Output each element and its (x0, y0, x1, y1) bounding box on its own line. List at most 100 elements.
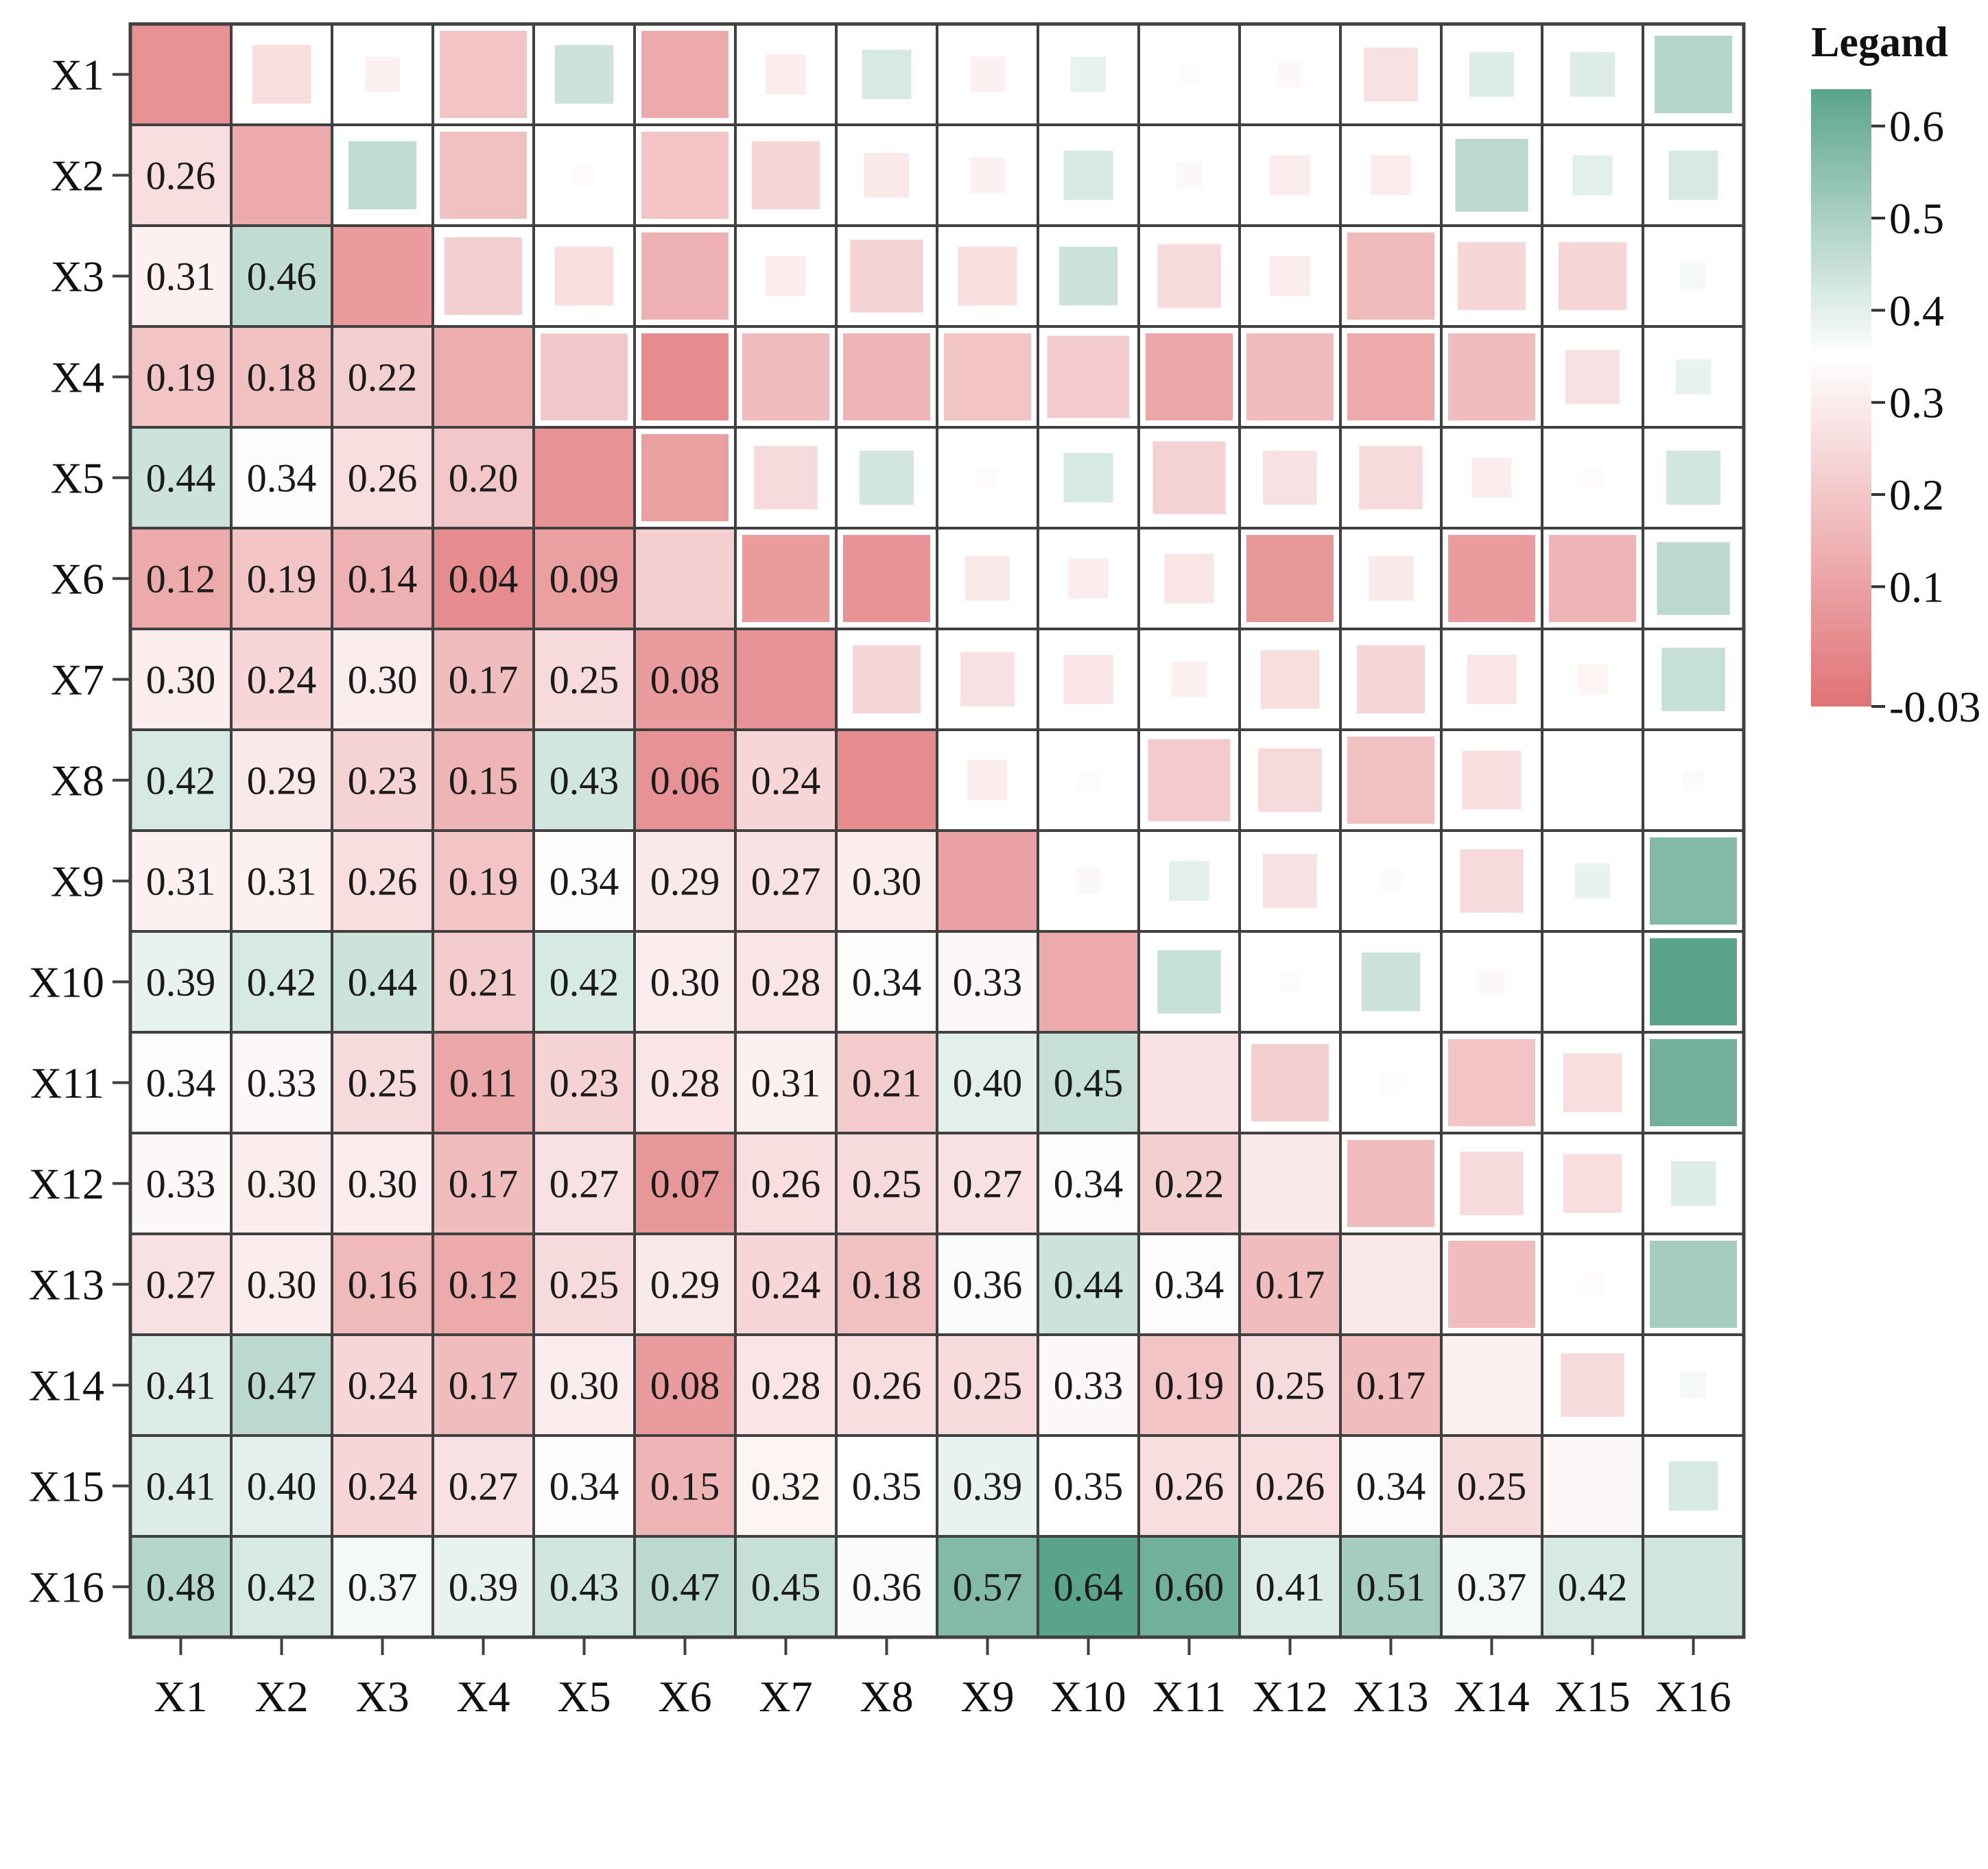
upper-square-X8-X14 (1462, 750, 1522, 810)
cell-value-label: 0.41 (1255, 1565, 1325, 1610)
lower-cell-X5-X1 (132, 429, 230, 527)
cell-value-label: 0.44 (1054, 1263, 1124, 1307)
upper-square-X14-X16 (1680, 1372, 1707, 1398)
upper-square-X5-X16 (1666, 451, 1720, 505)
cell-value-label: 0.42 (247, 1565, 317, 1610)
cell-value-label: 0.48 (146, 1565, 216, 1610)
x-tick-label-X8: X8 (860, 1672, 913, 1721)
cell-value-label: 0.19 (449, 859, 519, 904)
cell-value-label: 0.12 (146, 557, 216, 602)
lower-cell-X13-X5 (535, 1235, 633, 1333)
upper-square-X7-X14 (1467, 654, 1517, 704)
lower-cell-X16-X8 (838, 1538, 936, 1636)
lower-cell-X8-X7 (737, 731, 835, 829)
cell-value-label: 0.17 (1356, 1364, 1426, 1408)
x-tick-label-X3: X3 (355, 1672, 409, 1721)
upper-square-X1-X11 (1179, 64, 1200, 85)
upper-square-X8-X13 (1347, 737, 1434, 824)
lower-cell-X14-X8 (838, 1336, 936, 1434)
upper-square-X7-X10 (1063, 654, 1113, 704)
cell-value-label: 0.07 (650, 1162, 720, 1206)
cell-value-label: 0.64 (1054, 1565, 1124, 1610)
upper-square-X12-X14 (1460, 1152, 1524, 1215)
diagonal-cell-X4 (434, 328, 532, 426)
cell-value-label: 0.37 (348, 1565, 418, 1610)
cell-value-label: 0.25 (953, 1364, 1023, 1408)
upper-square-X8-X12 (1258, 748, 1322, 812)
cell-value-label: 0.43 (549, 759, 619, 803)
lower-cell-X4-X3 (333, 328, 431, 426)
upper-square-X7-X13 (1356, 645, 1425, 714)
upper-square-X3-X16 (1680, 263, 1707, 289)
upper-square-X8-X16 (1683, 770, 1704, 791)
cell-value-label: 0.14 (348, 557, 418, 602)
upper-square-X2-X9 (969, 157, 1006, 193)
cell-value-label: 0.27 (751, 859, 821, 904)
y-tick-label-X14: X14 (29, 1361, 104, 1410)
cell-value-label: 0.30 (650, 960, 720, 1005)
heatmap-cell (1541, 829, 1644, 933)
upper-square-X10-X12 (1279, 971, 1301, 992)
lower-cell-X12-X2 (233, 1134, 331, 1233)
cell-value-label: 0.26 (1255, 1464, 1325, 1509)
x-tick-label-X14: X14 (1454, 1672, 1529, 1721)
diagonal-cell-X13 (1342, 1235, 1440, 1333)
y-tick-label-X2: X2 (51, 152, 104, 200)
upper-square-X3-X6 (641, 233, 729, 320)
lower-cell-X9-X1 (132, 832, 230, 930)
upper-square-X5-X9 (977, 467, 998, 488)
cell-value-label: 0.26 (852, 1364, 922, 1408)
y-tick-label-X5: X5 (51, 454, 104, 503)
cell-value-label: 0.41 (146, 1464, 216, 1509)
upper-square-X2-X8 (864, 152, 910, 198)
lower-cell-X15-X6 (636, 1437, 734, 1535)
lower-cell-X12-X6 (636, 1134, 734, 1233)
upper-square-X4-X14 (1448, 333, 1535, 420)
lower-cell-X11-X8 (838, 1034, 936, 1132)
lower-cell-X9-X3 (333, 832, 431, 930)
cell-value-label: 0.33 (1054, 1364, 1124, 1408)
cell-value-label: 0.34 (549, 1464, 619, 1509)
cell-value-label: 0.46 (247, 254, 317, 299)
cell-value-label: 0.19 (1155, 1364, 1224, 1408)
lower-cell-X15-X4 (434, 1437, 532, 1535)
lower-cell-X8-X2 (233, 731, 331, 829)
cell-value-label: 0.29 (650, 1263, 720, 1307)
cell-value-label: 0.17 (1255, 1263, 1325, 1307)
cell-value-label: 0.34 (1054, 1162, 1124, 1206)
lower-cell-X16-X15 (1543, 1538, 1642, 1636)
cell-value-label: 0.26 (1155, 1464, 1224, 1509)
upper-square-X7-X12 (1260, 650, 1320, 709)
lower-cell-X13-X9 (938, 1235, 1037, 1333)
upper-square-X2-X4 (440, 132, 527, 219)
y-tick-label-X9: X9 (51, 857, 104, 906)
cell-value-label: 0.30 (247, 1162, 317, 1206)
upper-square-X1-X16 (1655, 36, 1732, 113)
upper-square-X12-X16 (1670, 1160, 1716, 1206)
lower-cell-X16-X14 (1443, 1538, 1541, 1636)
lower-cell-X8-X4 (434, 731, 532, 829)
lower-cell-X16-X10 (1039, 1538, 1137, 1636)
upper-square-X5-X11 (1152, 441, 1226, 514)
lower-cell-X9-X8 (838, 832, 936, 930)
upper-square-X1-X7 (766, 54, 806, 95)
cell-value-label: 0.45 (1054, 1061, 1124, 1106)
upper-square-X12-X13 (1347, 1140, 1434, 1227)
x-tick-label-X1: X1 (154, 1672, 207, 1721)
x-tick-label-X7: X7 (759, 1672, 812, 1721)
upper-square-X4-X7 (742, 333, 829, 420)
diagonal-cell-X16 (1644, 1538, 1742, 1636)
heatmap-cell (936, 426, 1039, 529)
lower-cell-X7-X4 (434, 630, 532, 728)
lower-cell-X11-X9 (938, 1034, 1037, 1132)
upper-square-X6-X15 (1549, 535, 1636, 622)
lower-cell-X12-X9 (938, 1134, 1037, 1233)
cell-value-label: 0.41 (146, 1364, 216, 1408)
cell-value-label: 0.34 (1155, 1263, 1224, 1307)
cell-value-label: 0.30 (247, 1263, 317, 1307)
cell-value-label: 0.45 (751, 1565, 821, 1610)
cell-value-label: 0.09 (549, 557, 619, 602)
lower-cell-X6-X4 (434, 529, 532, 628)
cell-value-label: 0.36 (852, 1565, 922, 1610)
lower-cell-X13-X10 (1039, 1235, 1137, 1333)
